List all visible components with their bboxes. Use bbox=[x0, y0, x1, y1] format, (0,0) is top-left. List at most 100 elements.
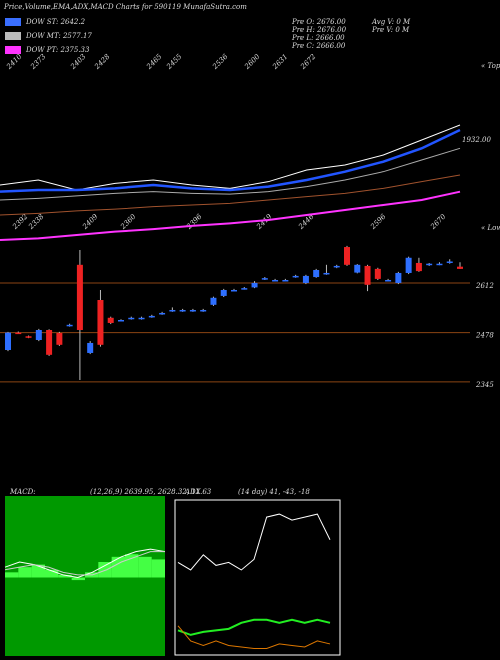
legend-swatch bbox=[5, 32, 21, 40]
candle-body bbox=[128, 317, 135, 320]
top-label: 2373 bbox=[28, 52, 47, 71]
candle-body bbox=[385, 280, 392, 282]
candle-body bbox=[323, 272, 330, 275]
candle-body bbox=[436, 263, 443, 266]
candle-body bbox=[5, 332, 11, 350]
y-tick-label: 2612 bbox=[475, 282, 494, 290]
low-label: 2392 bbox=[10, 212, 29, 231]
low-label: 2409 bbox=[80, 212, 99, 231]
info-text: Pre C: 2666.00 bbox=[291, 42, 346, 50]
line-series bbox=[0, 174, 461, 216]
macd-label: MACD: bbox=[9, 488, 36, 496]
low-note: « Lowe bbox=[481, 224, 500, 232]
legend-swatch bbox=[5, 46, 21, 54]
macd-bar bbox=[31, 564, 45, 578]
candle-body bbox=[405, 257, 412, 273]
line-series bbox=[0, 124, 461, 191]
candle-body bbox=[364, 265, 371, 285]
candle-body bbox=[159, 312, 166, 315]
macd-bar bbox=[98, 562, 112, 578]
candle-body bbox=[241, 288, 248, 290]
candle-body bbox=[118, 320, 124, 322]
candle-body bbox=[148, 315, 155, 318]
candle-body bbox=[179, 310, 186, 312]
candle-body bbox=[210, 297, 217, 305]
top-label: 2465 bbox=[144, 52, 163, 71]
candle-body bbox=[76, 264, 83, 330]
adx-params: (14 day) 41, -43, -18 bbox=[238, 488, 310, 496]
top-label: 2410 bbox=[4, 52, 23, 71]
top-label: 2403 bbox=[68, 52, 87, 71]
line-series bbox=[0, 190, 461, 241]
line-series bbox=[0, 128, 461, 193]
adx-panel bbox=[174, 499, 341, 656]
macd-bar bbox=[71, 577, 85, 581]
candle-body bbox=[374, 268, 381, 279]
macd-params: (12,26,9) 2639.95, 2628.32, 11.63 bbox=[90, 488, 212, 496]
legend-label: DOW MT: 2577.17 bbox=[25, 32, 92, 40]
macd-bar bbox=[151, 559, 165, 578]
candle-body bbox=[344, 247, 350, 265]
candle-body bbox=[189, 310, 196, 312]
low-label: 2360 bbox=[118, 212, 137, 231]
line-series bbox=[177, 618, 331, 636]
top-label: 2455 bbox=[164, 52, 183, 71]
info-text: Pre V: 0 M bbox=[371, 26, 410, 34]
legend-swatch bbox=[5, 18, 21, 26]
candle-body bbox=[415, 262, 422, 272]
candle-body bbox=[56, 332, 63, 345]
candle-body bbox=[66, 324, 73, 327]
info-text: Pre O: 2676.00 bbox=[291, 18, 346, 26]
candle-body bbox=[15, 332, 22, 335]
line-series bbox=[0, 147, 461, 201]
macd-bar bbox=[18, 567, 32, 578]
macd-bar bbox=[5, 572, 19, 578]
candle-body bbox=[426, 263, 433, 266]
candle-body bbox=[272, 280, 279, 282]
candle-body bbox=[231, 290, 237, 292]
candle-body bbox=[457, 266, 463, 269]
low-label: 2670 bbox=[428, 212, 447, 231]
top-label: 2672 bbox=[298, 52, 317, 71]
macd-bar bbox=[111, 556, 125, 578]
top-label: 2600 bbox=[242, 52, 261, 71]
line-series bbox=[4, 551, 165, 576]
candle-body bbox=[35, 330, 42, 340]
top-label: 2428 bbox=[92, 52, 111, 71]
info-text: Pre L: 2666.00 bbox=[291, 34, 345, 42]
candle-body bbox=[220, 290, 227, 296]
low-label: 2338 bbox=[26, 212, 45, 231]
low-label: 2596 bbox=[368, 212, 387, 231]
candle-body bbox=[87, 342, 94, 353]
candle-body bbox=[107, 317, 114, 323]
top-label: 2536 bbox=[210, 52, 229, 71]
macd-bar bbox=[58, 574, 72, 578]
macd-bar bbox=[138, 556, 152, 578]
low-label: 2396 bbox=[184, 212, 203, 231]
y-tick-label: 2478 bbox=[475, 332, 494, 340]
candle-body bbox=[313, 270, 320, 278]
y-tick-label: 2345 bbox=[475, 381, 494, 389]
candle-body bbox=[200, 310, 207, 312]
macd-bar bbox=[45, 569, 59, 578]
info-text: Avg V: 0 M bbox=[371, 18, 411, 26]
candle-body bbox=[354, 264, 361, 273]
candle-body bbox=[169, 310, 176, 312]
candle-body bbox=[446, 261, 453, 263]
top-label: 2631 bbox=[270, 53, 289, 72]
candle-body bbox=[251, 282, 258, 288]
candle-body bbox=[97, 300, 104, 345]
line-series bbox=[177, 625, 331, 649]
candle-body bbox=[302, 275, 309, 283]
candle-body bbox=[138, 317, 145, 320]
candle-body bbox=[395, 272, 402, 283]
macd-bar bbox=[125, 554, 139, 578]
legend-label: DOW PT: 2375.33 bbox=[25, 46, 90, 54]
price-label: 1932.00 bbox=[462, 136, 491, 144]
info-text: Pre H: 2676.00 bbox=[291, 26, 347, 34]
candle-body bbox=[292, 275, 299, 278]
candle-body bbox=[46, 330, 53, 355]
candle-body bbox=[333, 265, 340, 268]
candle-body bbox=[282, 280, 289, 282]
